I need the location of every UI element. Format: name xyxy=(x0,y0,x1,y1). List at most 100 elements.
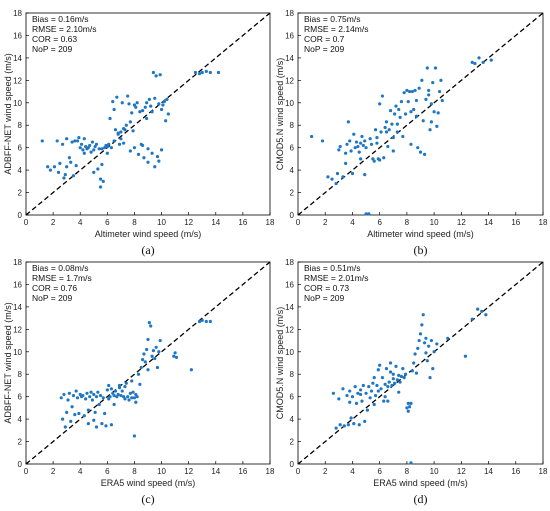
data-point xyxy=(359,388,363,392)
data-point xyxy=(145,101,149,105)
x-tick-label: 16 xyxy=(511,218,520,227)
data-point xyxy=(424,97,428,102)
data-point xyxy=(97,402,101,407)
data-point xyxy=(105,151,109,155)
data-point xyxy=(398,115,402,119)
data-point xyxy=(112,402,116,407)
data-point xyxy=(409,142,413,146)
data-point xyxy=(131,390,135,394)
data-point xyxy=(373,393,378,398)
x-tick-label: 8 xyxy=(405,467,410,476)
data-point xyxy=(96,390,100,394)
data-point xyxy=(197,72,202,76)
data-point xyxy=(75,396,80,400)
data-point xyxy=(115,95,119,99)
plot-frame xyxy=(25,12,271,216)
data-point xyxy=(416,146,420,150)
data-point xyxy=(109,423,113,427)
data-point xyxy=(414,114,419,118)
data-point xyxy=(74,389,78,393)
data-point xyxy=(364,391,368,395)
data-point xyxy=(470,317,474,321)
y-tick-label: 18 xyxy=(285,258,294,267)
data-point xyxy=(134,105,138,109)
data-point xyxy=(157,350,161,354)
y-tick-label: 14 xyxy=(285,303,294,312)
data-point xyxy=(342,424,346,428)
data-point xyxy=(427,88,431,93)
data-point xyxy=(113,128,118,132)
data-point xyxy=(476,307,480,311)
data-point xyxy=(440,98,444,103)
data-point xyxy=(117,383,122,388)
data-point xyxy=(70,405,74,409)
data-point xyxy=(94,142,99,146)
data-point xyxy=(73,139,77,143)
data-point xyxy=(427,93,431,97)
data-point xyxy=(354,401,359,405)
y-tick-label: 0 xyxy=(18,460,23,469)
data-point xyxy=(420,78,424,82)
data-point xyxy=(424,336,428,340)
data-point xyxy=(428,375,432,380)
stat-text: NoP = 209 xyxy=(32,44,73,54)
data-point xyxy=(126,395,130,399)
data-point xyxy=(98,393,103,398)
x-tick-label: 10 xyxy=(430,467,439,476)
data-point xyxy=(69,160,73,164)
data-point xyxy=(383,382,387,386)
y-tick-label: 6 xyxy=(18,393,23,402)
data-point xyxy=(111,100,115,104)
data-point xyxy=(334,426,338,430)
data-point xyxy=(409,110,413,114)
data-point xyxy=(348,400,352,404)
data-point xyxy=(394,104,398,108)
data-point xyxy=(418,150,423,154)
plot-frame xyxy=(25,261,271,465)
data-point xyxy=(86,408,90,412)
data-point xyxy=(367,384,371,389)
data-point xyxy=(391,377,395,381)
data-point xyxy=(119,130,123,134)
data-point xyxy=(149,324,153,328)
data-point xyxy=(61,142,65,146)
x-tick-label: 14 xyxy=(484,467,493,476)
data-point xyxy=(344,161,348,165)
data-point xyxy=(480,309,484,313)
data-point xyxy=(417,86,421,90)
data-point xyxy=(52,165,57,169)
stat-text: COR = 0.7 xyxy=(304,34,345,44)
data-point xyxy=(429,338,433,343)
x-tick-label: 16 xyxy=(238,467,247,476)
stat-text: NoP = 209 xyxy=(304,293,345,303)
data-point xyxy=(349,416,353,420)
data-point xyxy=(489,58,493,62)
stat-text: Bias = 0.08m/s xyxy=(32,263,88,273)
data-point xyxy=(81,393,85,398)
data-point xyxy=(379,130,383,134)
data-point xyxy=(101,179,105,183)
data-point xyxy=(112,393,116,398)
x-tick-label: 8 xyxy=(405,218,410,227)
data-point xyxy=(388,361,393,365)
data-point xyxy=(70,140,74,144)
x-tick-label: 14 xyxy=(484,218,493,227)
data-point xyxy=(353,146,357,150)
data-point xyxy=(120,389,124,393)
data-point xyxy=(145,116,149,121)
stat-text: COR = 0.63 xyxy=(32,34,77,44)
data-point xyxy=(166,112,170,116)
data-point xyxy=(378,102,382,106)
data-point xyxy=(216,70,221,75)
data-point xyxy=(146,337,150,342)
y-tick-label: 14 xyxy=(285,54,294,63)
data-point xyxy=(98,177,103,181)
x-tick-label: 8 xyxy=(132,218,137,227)
y-tick-label: 14 xyxy=(13,303,22,312)
data-point xyxy=(86,422,90,426)
x-tick-label: 10 xyxy=(157,218,166,227)
data-point xyxy=(55,139,59,143)
data-point xyxy=(431,80,435,85)
data-point xyxy=(58,161,62,165)
data-point xyxy=(437,89,442,94)
